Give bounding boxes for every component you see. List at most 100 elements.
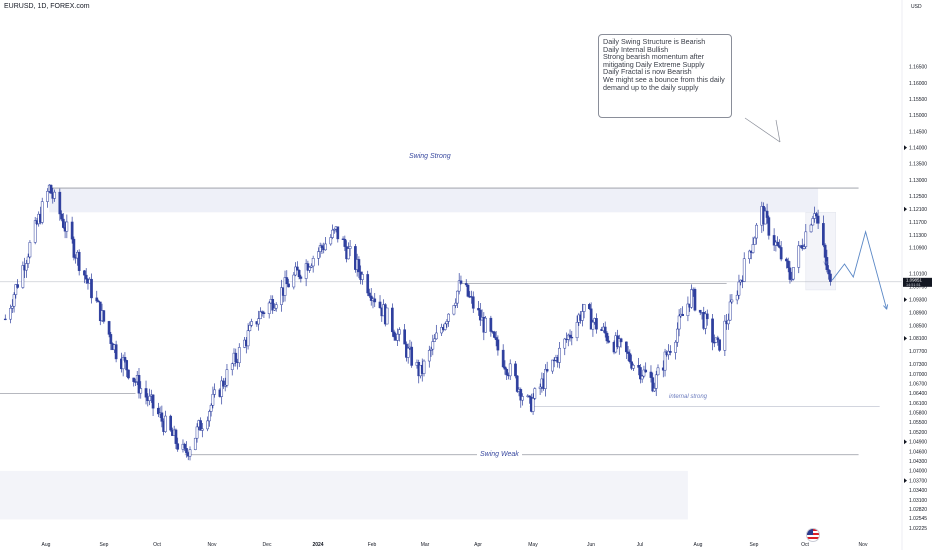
candle xyxy=(248,325,252,331)
candle xyxy=(751,244,755,253)
candle xyxy=(132,377,136,382)
candle xyxy=(478,309,482,321)
candle xyxy=(246,330,250,347)
candle xyxy=(528,395,531,398)
candle xyxy=(433,338,436,342)
candle xyxy=(503,366,507,370)
price-tick-label: 1.04600 xyxy=(909,449,927,455)
candle xyxy=(730,299,734,303)
candle xyxy=(637,365,641,368)
candle xyxy=(737,281,741,296)
chart-title[interactable]: EURUSD, 1D, FOREX.com xyxy=(4,3,90,10)
candle xyxy=(297,269,301,278)
projection-layer: VR xyxy=(823,229,889,310)
candle xyxy=(156,407,160,415)
candle xyxy=(825,257,829,270)
candle xyxy=(776,241,779,246)
candle xyxy=(285,277,289,285)
price-tick-label: 1.03700 xyxy=(909,478,927,484)
candle xyxy=(575,322,579,339)
price-marker-icon xyxy=(904,206,907,212)
swing-weak-label: Swing Weak xyxy=(477,451,522,458)
candle xyxy=(753,237,757,245)
candle xyxy=(84,274,88,280)
candle xyxy=(373,298,377,303)
levels-layer xyxy=(0,117,902,456)
price-tick-label: 1.08900 xyxy=(909,310,927,316)
candle xyxy=(626,351,630,354)
candle xyxy=(12,294,16,307)
candle xyxy=(632,365,635,369)
candle xyxy=(61,218,65,228)
candle xyxy=(369,295,373,301)
candle xyxy=(508,363,512,377)
price-tick-label: 1.02225 xyxy=(909,526,927,532)
candle xyxy=(797,245,801,268)
candle xyxy=(331,229,334,238)
price-tick-label: 1.05500 xyxy=(909,420,927,426)
note-line: We might see a bounce from this daily xyxy=(603,74,725,84)
candle xyxy=(642,369,646,377)
candle xyxy=(267,302,271,314)
candle xyxy=(262,312,266,314)
candle xyxy=(668,350,672,353)
candle xyxy=(144,388,148,398)
candle xyxy=(273,307,276,311)
candle xyxy=(102,310,106,322)
candle xyxy=(624,341,628,353)
candle xyxy=(299,276,303,279)
candle xyxy=(581,311,584,321)
candle xyxy=(368,292,371,297)
candle xyxy=(195,426,199,439)
candle xyxy=(440,327,443,334)
candle xyxy=(127,369,130,379)
candle xyxy=(674,341,677,353)
candle xyxy=(354,246,357,270)
candle xyxy=(206,420,209,430)
candle xyxy=(591,321,595,330)
price-marker-icon xyxy=(904,335,907,341)
candle xyxy=(14,284,18,295)
candle xyxy=(60,213,63,220)
candle xyxy=(193,437,197,450)
currency-label[interactable]: USD xyxy=(911,4,922,10)
price-tick-label: 1.06400 xyxy=(909,391,927,397)
swing-strong-label: Swing Strong xyxy=(406,153,454,160)
price-tick-label: 1.13000 xyxy=(909,178,927,184)
price-tick-label: 1.15500 xyxy=(909,97,927,103)
analysis-note[interactable]: Daily Swing Structure is Bearish Daily I… xyxy=(598,34,732,118)
candle xyxy=(792,267,795,280)
zones-layer xyxy=(0,188,837,520)
candle xyxy=(686,303,690,316)
candle xyxy=(72,238,76,258)
price-tick-label: 1.14500 xyxy=(909,129,927,135)
candle xyxy=(563,338,567,349)
candle xyxy=(663,351,667,371)
candle xyxy=(785,258,788,262)
candle xyxy=(551,359,554,372)
candle xyxy=(456,290,459,304)
price-axis[interactable]: 1.16500 1.16000 1.15500 1.15000 1.14500 1.140… xyxy=(901,0,932,550)
price-tick-label: 1.16000 xyxy=(909,81,927,87)
candle xyxy=(188,449,192,457)
price-tick-label: 1.14000 xyxy=(909,145,927,151)
time-tick-label: Mar xyxy=(421,542,430,548)
time-tick-label: Nov xyxy=(859,542,868,548)
price-tick-label: 1.12500 xyxy=(909,194,927,200)
candle xyxy=(139,388,143,394)
candle xyxy=(654,374,658,389)
candle xyxy=(49,184,53,194)
time-tick-label: Oct xyxy=(801,542,809,548)
time-axis[interactable]: Aug Sep Oct Nov Dec 2024 Feb Mar Apr May Jun Jul Aug… xyxy=(42,542,868,548)
candle xyxy=(183,443,187,449)
price-marker-icon xyxy=(904,478,907,484)
us-flag-icon[interactable] xyxy=(806,528,820,542)
candle xyxy=(519,389,523,401)
candle xyxy=(185,448,188,454)
candle xyxy=(385,307,389,325)
time-tick-label: Dec xyxy=(263,542,272,548)
candle xyxy=(589,308,593,330)
candle xyxy=(617,338,621,348)
candle xyxy=(169,415,173,431)
